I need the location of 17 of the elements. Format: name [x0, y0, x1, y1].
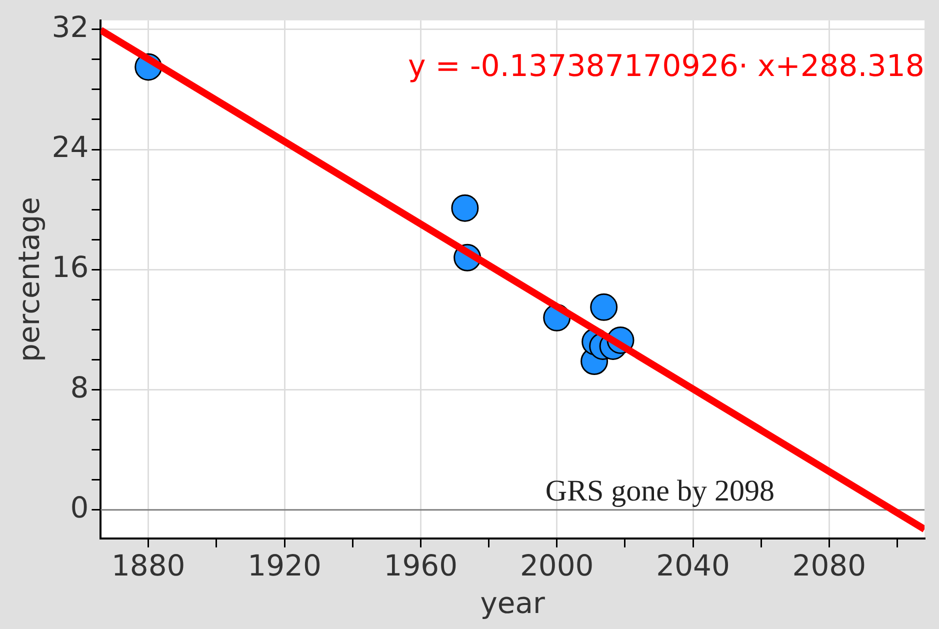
y-tick-label: 0: [70, 490, 89, 524]
x-tick-label: 2040: [656, 548, 730, 582]
x-tick-label: 2080: [792, 548, 866, 582]
annotation: y = -0.137387170926· x+288.318: [408, 49, 924, 84]
point: [451, 194, 479, 222]
y-axis-title: percentage: [12, 196, 46, 362]
y-tick-label: 32: [52, 10, 89, 44]
point: [590, 293, 618, 321]
y-tick-label: 24: [52, 130, 89, 164]
x-tick-label: 2000: [520, 548, 594, 582]
x-tick-label: 1960: [384, 548, 458, 582]
y-tick-label: 16: [52, 250, 89, 284]
y-tick-label: 8: [70, 370, 89, 404]
x-tick-label: 1880: [111, 548, 186, 582]
ref-line-label: GRS gone by 2098: [545, 474, 774, 508]
x-axis-title: year: [480, 586, 546, 620]
x-tick-label: 1920: [248, 548, 322, 582]
